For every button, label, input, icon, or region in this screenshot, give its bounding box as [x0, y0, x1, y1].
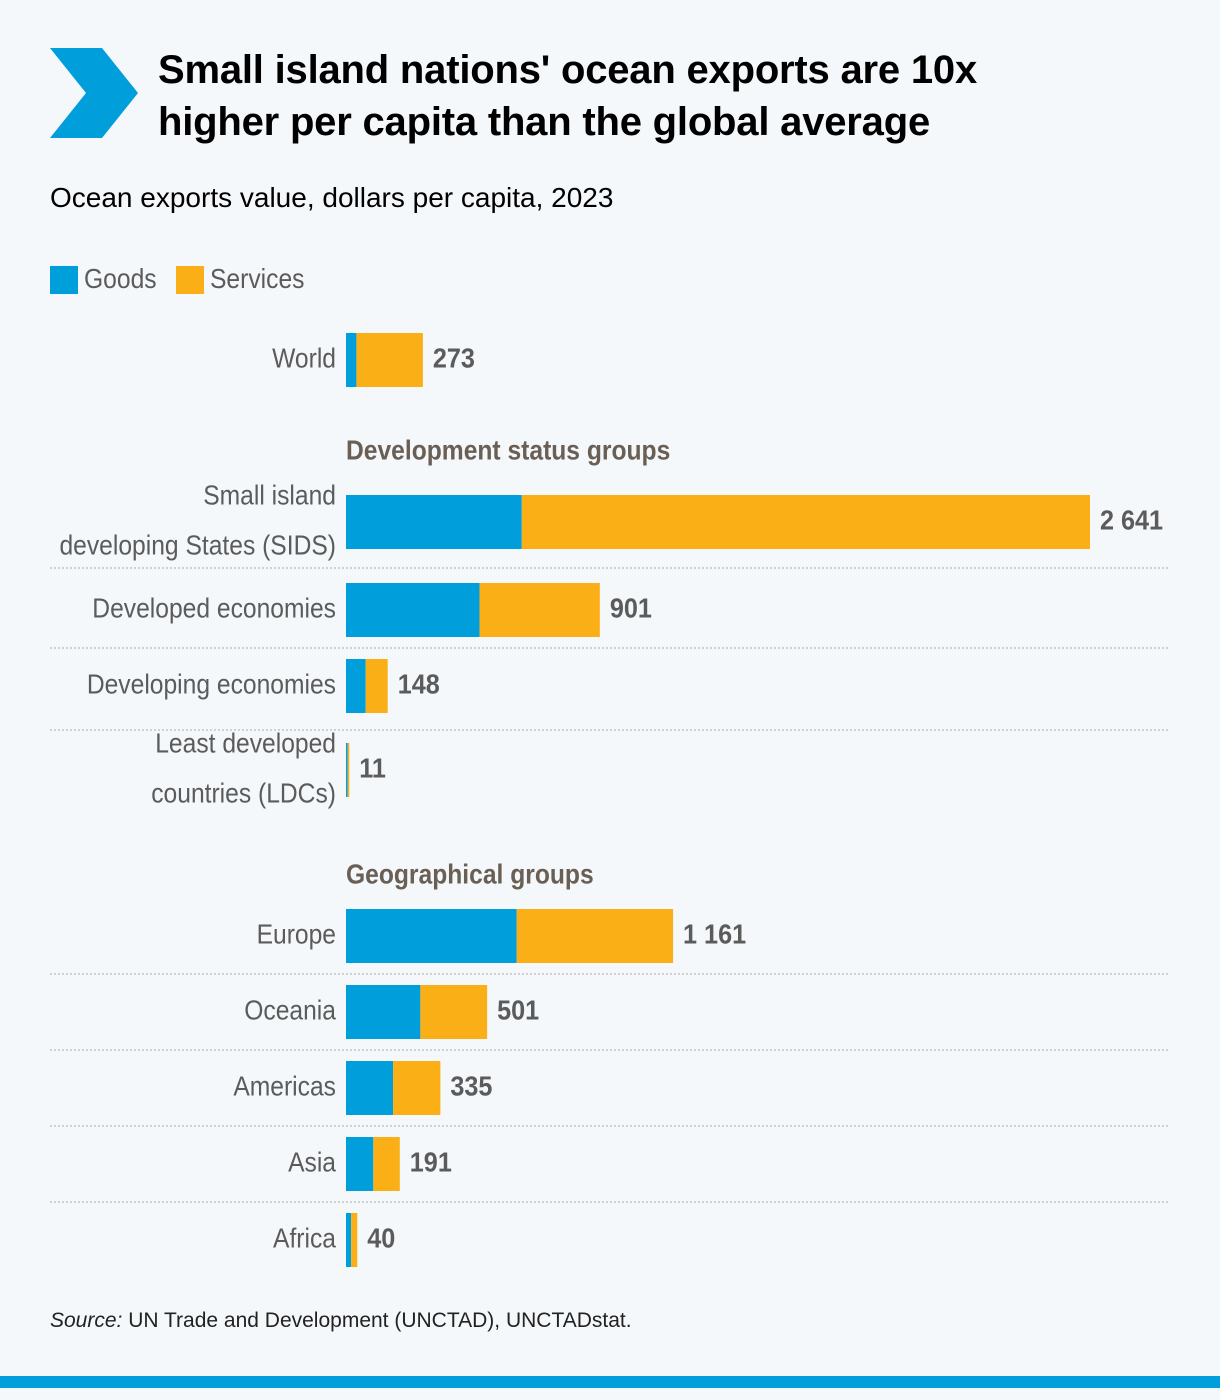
- bar-services-asia: [373, 1137, 400, 1191]
- bar-services-americas: [393, 1061, 441, 1115]
- bar-goods-world: [346, 333, 357, 387]
- bar-services-developed-economies: [479, 583, 600, 637]
- bar-goods-developing-economies: [346, 659, 366, 713]
- value-label-oceania: 501: [497, 994, 539, 1026]
- value-label-least-developed-countries-ldcs: 11: [359, 752, 386, 784]
- value-label-small-island-developing-states-sids: 2 641: [1100, 504, 1163, 536]
- category-label-small-island-developing-states-sids: Small island: [203, 479, 336, 511]
- bar-goods-europe: [346, 909, 517, 963]
- value-label-europe: 1 161: [683, 918, 746, 950]
- bar-services-least-developed-countries-ldcs: [347, 743, 350, 797]
- category-label-developing-economies: Developing economies: [87, 668, 336, 700]
- stacked-bar-chart: World 273 Development status groups Small i…: [50, 333, 1168, 1267]
- value-label-developed-economies: 901: [610, 592, 652, 624]
- chart-title-line-1: Small island nations' ocean exports are …: [158, 48, 978, 92]
- category-label-least-developed-countries-ldcs: Least developed: [155, 727, 336, 759]
- value-label-americas: 335: [450, 1070, 492, 1102]
- bar-services-small-island-developing-states-sids: [521, 495, 1090, 549]
- bar-goods-americas: [346, 1061, 394, 1115]
- group-heading: Geographical groups: [346, 858, 594, 890]
- source-label: Source:: [50, 1309, 123, 1332]
- category-label-americas: Americas: [233, 1070, 336, 1102]
- bar-goods-least-developed-countries-ldcs: [346, 743, 348, 797]
- bar-goods-africa: [346, 1213, 352, 1267]
- chart-title-line-2: higher per capita than the global averag…: [158, 100, 930, 144]
- category-label-oceania: Oceania: [244, 994, 336, 1026]
- bar-services-world: [356, 333, 423, 387]
- value-label-africa: 40: [367, 1222, 395, 1254]
- legend-label-goods: Goods: [84, 263, 157, 294]
- chart-title: Small island nations' ocean exports are …: [158, 44, 1158, 148]
- category-label-world: World: [272, 342, 336, 374]
- value-label-developing-economies: 148: [398, 668, 440, 700]
- bar-goods-developed-economies: [346, 583, 480, 637]
- bar-services-oceania: [420, 985, 488, 1039]
- legend-label-services: Services: [210, 263, 305, 294]
- value-label-world: 273: [433, 342, 475, 374]
- category-label-developed-economies: Developed economies: [92, 592, 336, 624]
- category-label-asia: Asia: [288, 1146, 336, 1178]
- legend-swatch-services: [176, 266, 204, 294]
- category-label-europe: Europe: [257, 918, 336, 950]
- bar-goods-oceania: [346, 985, 421, 1039]
- category-label-small-island-developing-states-sids: developing States (SIDS): [59, 529, 336, 561]
- category-label-least-developed-countries-ldcs: countries (LDCs): [151, 777, 336, 809]
- bar-goods-small-island-developing-states-sids: [346, 495, 522, 549]
- bar-services-africa: [351, 1213, 358, 1267]
- bar-services-developing-economies: [365, 659, 388, 713]
- chart-subtitle: Ocean exports value, dollars per capita,…: [50, 182, 614, 213]
- bar-services-europe: [516, 909, 674, 963]
- group-heading: Development status groups: [346, 434, 670, 466]
- legend-swatch-goods: [50, 266, 78, 294]
- chevron-right-icon: [50, 48, 138, 138]
- source-note: Source: UN Trade and Development (UNCTAD…: [50, 1306, 632, 1336]
- bar-goods-asia: [346, 1137, 374, 1191]
- value-label-asia: 191: [410, 1146, 452, 1178]
- source-text: UN Trade and Development (UNCTAD), UNCTA…: [122, 1309, 632, 1332]
- bottom-accent-bar: [0, 1376, 1220, 1388]
- category-label-africa: Africa: [273, 1222, 336, 1254]
